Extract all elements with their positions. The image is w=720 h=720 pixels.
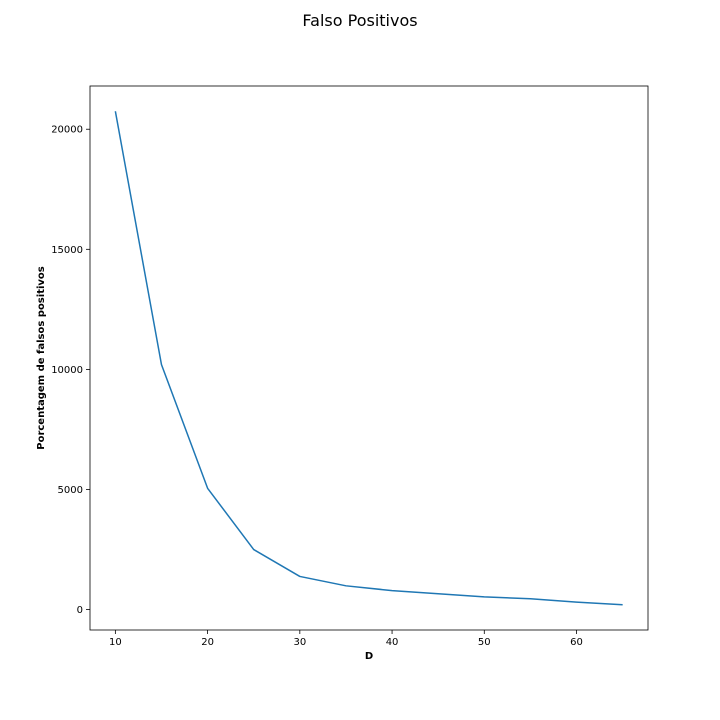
y-tick-label: 5000 <box>58 485 83 496</box>
y-tick-label: 0 <box>77 605 83 616</box>
x-tick-label: 60 <box>570 637 583 648</box>
x-tick-label: 30 <box>293 637 306 648</box>
series-group <box>114 111 623 606</box>
y-axis-label: Porcentagem de falsos positivos <box>36 266 47 450</box>
x-tick-label: 10 <box>109 637 122 648</box>
series-line <box>114 111 623 606</box>
x-tick-label: 40 <box>386 637 399 648</box>
y-tick-label: 15000 <box>51 245 83 256</box>
chart-title: Falso Positivos <box>302 11 417 30</box>
x-tick-label: 50 <box>478 637 491 648</box>
axis-ticks: 10 20 30 40 50 60 0 5000 10000 15000 20000 <box>51 125 583 648</box>
x-tick-label: 20 <box>201 637 214 648</box>
y-tick-label: 20000 <box>51 125 83 136</box>
plot-frame <box>89 85 649 631</box>
x-axis-label: D <box>365 651 373 662</box>
y-tick-label: 10000 <box>51 365 83 376</box>
